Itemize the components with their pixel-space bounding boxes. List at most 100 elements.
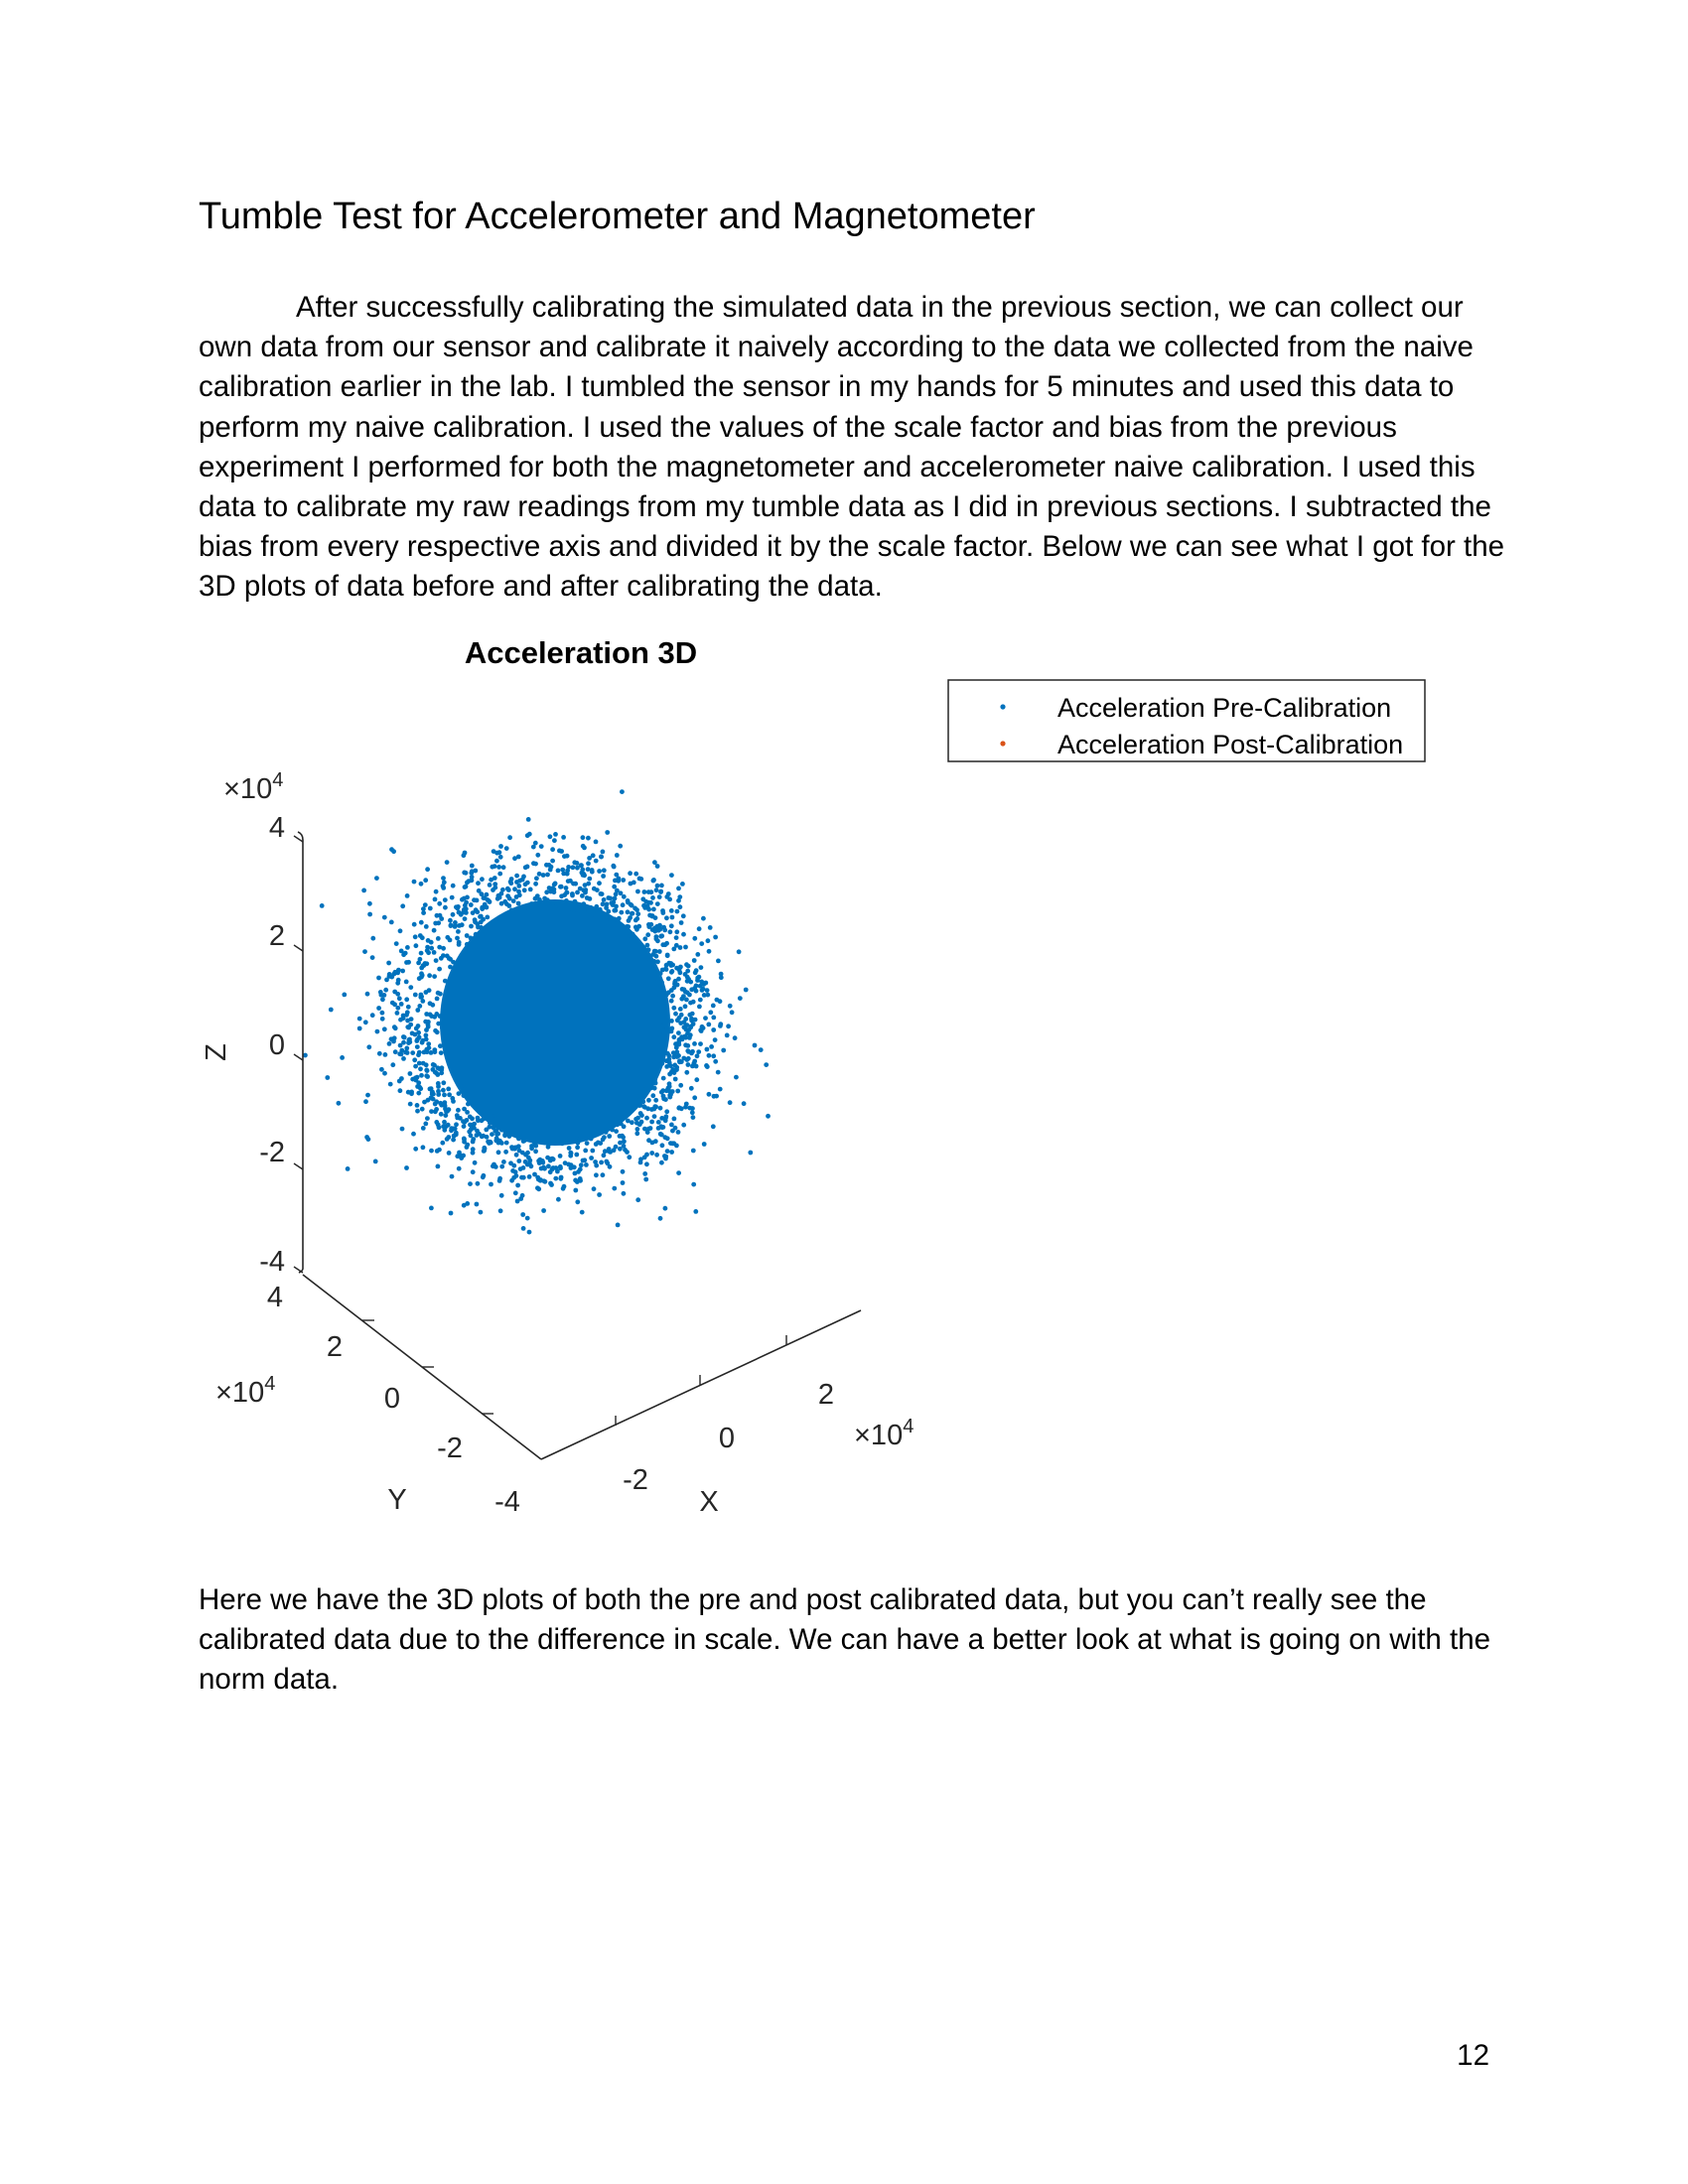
scatter-point (384, 977, 389, 983)
y-tick-labels: -4 -2 0 2 4 (267, 1282, 520, 1518)
scatter-point (468, 1181, 473, 1186)
x-tick-label: 0 (719, 1423, 735, 1454)
scatter-point (465, 1110, 470, 1115)
scatter-point (590, 1148, 596, 1154)
scatter-point (470, 910, 476, 915)
scatter-point (405, 1004, 411, 1010)
scatter-point (613, 1144, 619, 1150)
y-tick-label: -4 (494, 1486, 520, 1518)
scatter-point (441, 876, 446, 881)
scatter-point (533, 861, 538, 867)
scatter-point (646, 1097, 651, 1103)
scatter-point (597, 869, 602, 874)
scatter-point (586, 908, 592, 913)
scatter-point (642, 1171, 648, 1176)
scatter-point (644, 942, 650, 948)
scatter-point (604, 901, 610, 907)
scatter-point (408, 985, 414, 990)
scatter-point (667, 1094, 673, 1100)
scatter-point (661, 924, 666, 930)
scatter-point (538, 844, 544, 849)
scatter-point (412, 1057, 418, 1063)
scatter-point (438, 1043, 443, 1049)
scatter-point (439, 1070, 445, 1076)
scatter-point (520, 1212, 526, 1217)
scatter-point (659, 883, 664, 888)
scatter-point (635, 888, 640, 894)
scatter-point (669, 1150, 674, 1155)
scatter-point (492, 882, 498, 887)
scatter-point (559, 849, 564, 854)
scatter-point (509, 1177, 514, 1183)
scatter-point (714, 1093, 719, 1099)
scatter-point (680, 913, 686, 919)
scatter-point (380, 997, 385, 1003)
scatter-point (438, 955, 444, 961)
scatter-point (692, 935, 698, 941)
scatter-point (649, 913, 655, 918)
scatter-point (556, 1196, 561, 1202)
scatter-point (676, 1015, 682, 1021)
scatter-point (303, 1052, 308, 1058)
scatter-point (748, 1150, 754, 1156)
scatter-point (448, 923, 454, 928)
scatter-point (640, 1089, 646, 1095)
scatter-point (618, 890, 624, 896)
scatter-point (410, 1050, 416, 1055)
scatter-point (448, 1210, 454, 1216)
scatter-point (470, 1147, 476, 1153)
scatter-point (520, 1174, 526, 1180)
scatter-point (395, 977, 401, 983)
scatter-point (734, 1074, 739, 1080)
scatter-point (362, 949, 367, 954)
scatter-point (573, 1187, 579, 1193)
scatter-point (591, 1131, 597, 1137)
scatter-point (367, 911, 372, 917)
scatter-point (442, 978, 448, 984)
scatter-point (662, 997, 667, 1003)
scatter-point (579, 906, 585, 911)
scatter-point (411, 1131, 416, 1137)
scatter-point (658, 1124, 664, 1130)
scatter-point (665, 976, 671, 982)
scatter-point (663, 1115, 668, 1121)
scatter-point (698, 965, 704, 970)
scatter-point (572, 1137, 578, 1143)
scatter-point (764, 1062, 770, 1067)
scatter-point (645, 947, 651, 953)
scatter-point (651, 958, 657, 964)
scatter-point (571, 901, 576, 907)
scatter-point (650, 878, 656, 884)
scatter-point (432, 974, 437, 979)
scatter-point (379, 1066, 384, 1072)
scatter-point (679, 987, 685, 992)
scatter-point (417, 1004, 423, 1009)
scatter-point (701, 993, 707, 998)
scatter-point (718, 1022, 724, 1027)
scatter-point (508, 1160, 513, 1166)
scatter-point (691, 1181, 697, 1187)
scatter-point (514, 1198, 520, 1204)
scatter-point (377, 990, 383, 995)
scatter-point (404, 1050, 410, 1055)
scatter-point (521, 887, 527, 893)
scatter-point (541, 1164, 546, 1170)
scatter-point (413, 1146, 419, 1152)
scatter-point (621, 893, 627, 899)
scatter-point (514, 880, 519, 885)
x-axis-label: X (699, 1486, 718, 1518)
scatter-point (701, 982, 707, 987)
scatter-point (456, 1107, 461, 1113)
scatter-point (492, 864, 497, 869)
scatter-point (468, 902, 474, 907)
scatter-point (513, 908, 519, 914)
scatter-point (676, 1170, 681, 1175)
scatter-point (411, 921, 417, 927)
scatter-point (545, 872, 550, 878)
scatter-point (513, 1152, 519, 1158)
scatter-point (706, 1091, 712, 1097)
scatter-point (499, 1127, 504, 1133)
scatter-point (682, 1033, 688, 1039)
scatter-point (606, 1149, 612, 1154)
scatter-point (582, 873, 587, 879)
